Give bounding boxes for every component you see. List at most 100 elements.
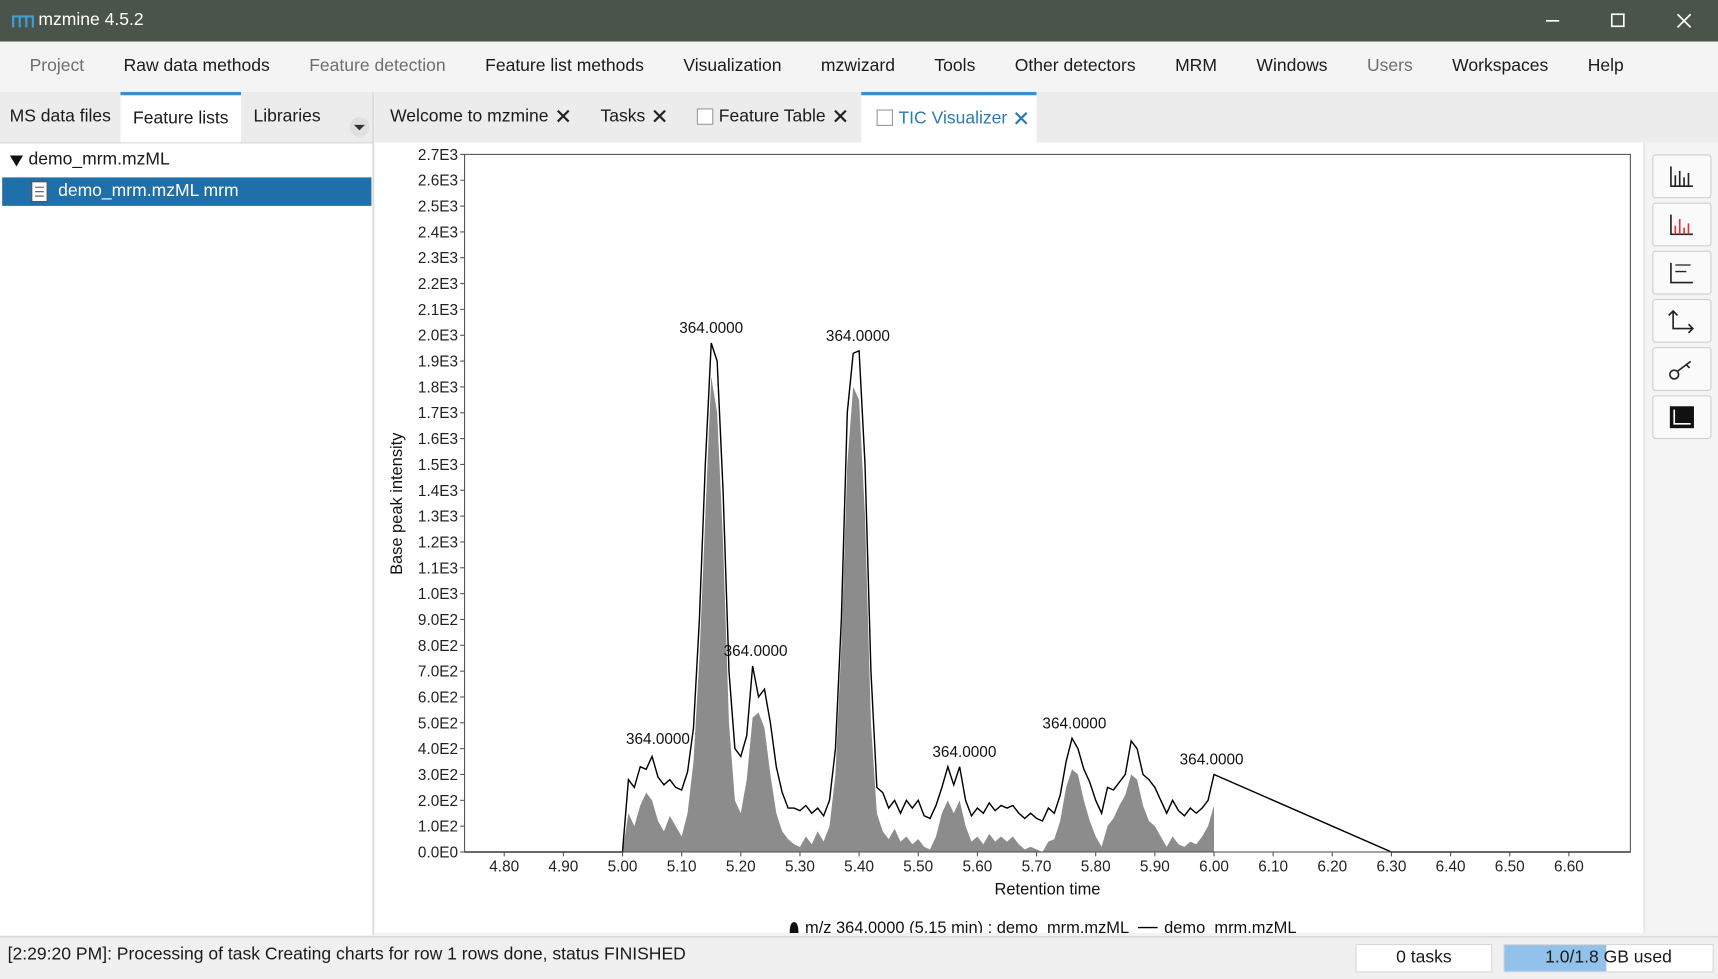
left-tab[interactable]: Libraries [253,107,321,126]
y-tick-label: 1.6E3 [418,431,458,448]
y-tick-label: 1.9E3 [418,354,458,371]
y-tick-label: 2.6E3 [418,173,458,190]
y-tick-label: 2.7E3 [418,147,458,164]
x-axis-label: Retention time [995,881,1101,899]
peak-label: 364.0000 [826,328,890,345]
x-tick-label: 6.10 [1258,859,1288,876]
tic-line [464,342,1631,853]
status-bar: [2:29:20 PM]: Processing of task Creatin… [0,936,1718,979]
chart-toolbar [1643,142,1718,934]
x-tick-label: 5.50 [903,859,933,876]
tab-close[interactable] [653,109,666,123]
toolbar-button[interactable] [1652,154,1712,199]
tree-root[interactable]: demo_mrm.mzML [28,150,170,169]
tab-checkbox[interactable] [696,108,714,125]
y-tick-label: 3.0E2 [418,767,458,784]
tree-expander[interactable] [9,153,24,168]
x-tick-label: 6.60 [1554,859,1584,876]
document-tab[interactable]: Feature Table [682,92,860,142]
tab-dropdown[interactable] [348,116,370,138]
y-tick-label: 1.8E3 [418,379,458,396]
x-tick-label: 5.00 [608,859,638,876]
x-tick-label: 6.00 [1199,859,1229,876]
memory-text: 1.0/1.8 GB used [1545,948,1672,967]
tab-close[interactable] [1015,112,1028,125]
menu-item[interactable]: Users [1366,56,1413,76]
window-controls[interactable] [1534,0,1718,42]
menu-item[interactable]: Workspaces [1452,56,1549,76]
tree-selected-row[interactable]: demo_mrm.mzML mrm [2,177,372,206]
left-tab[interactable]: Feature lists [120,91,242,143]
toolbar-button[interactable] [1652,298,1712,343]
menu-item[interactable]: mzwizard [820,56,895,76]
x-tick-label: 5.30 [785,859,815,876]
legend-label: demo_mrm.mzML [1164,919,1296,933]
y-tick-label: 1.7E3 [418,405,458,422]
y-tick-label: 1.0E2 [418,819,458,836]
y-tick-label: 2.1E3 [418,302,458,319]
menu-item[interactable]: Visualization [683,56,782,76]
menu-item[interactable]: Tools [934,56,976,76]
x-tick-label: 4.90 [548,859,578,876]
title-bar: mzmine 4.5.2 [0,0,1718,42]
x-tick-label: 4.80 [489,859,519,876]
x-tick-label: 6.20 [1317,859,1347,876]
task-count[interactable]: 0 tasks [1355,943,1493,973]
menu-item[interactable]: MRM [1175,56,1217,76]
toolbar-button[interactable] [1652,347,1712,391]
memory-bar [1504,945,1607,972]
y-tick-label: 5.0E2 [418,715,458,732]
y-tick-label: 6.0E2 [418,689,458,706]
left-tab[interactable]: MS data files [9,107,111,126]
menu-item[interactable]: Windows [1256,56,1328,76]
window-title: mzmine 4.5.2 [38,10,144,30]
peak-label: 364.0000 [1180,752,1244,769]
menu-item[interactable]: Feature list methods [485,56,644,76]
legend-symbol [789,922,799,934]
y-tick-label: 1.3E3 [418,509,458,526]
x-tick-label: 6.40 [1436,859,1466,876]
toolbar-button[interactable] [1652,395,1712,440]
menu-item[interactable]: Feature detection [309,56,446,76]
x-tick-label: 6.30 [1377,859,1407,876]
y-tick-label: 0.0E0 [418,844,458,861]
toolbar-button[interactable] [1652,202,1712,247]
document-tab[interactable]: Tasks [585,92,681,142]
x-tick-label: 5.90 [1140,859,1170,876]
y-tick-label: 1.0E3 [418,586,458,603]
document-tab[interactable]: Welcome to mzmine [375,92,583,142]
tab-checkbox[interactable] [876,109,893,126]
menu-item[interactable]: Raw data methods [123,56,270,76]
chart-panel: 0.0E0 1.0E2 2.0E2 3.0E2 4.0E2 5.0E2 6.0E2 7.0E2… [374,142,1644,937]
tab-label: Tasks [600,107,646,126]
peak-label: 364.0000 [724,643,788,660]
memory-indicator[interactable]: 1.0/1.8 GB used [1503,943,1714,973]
y-tick-label: 9.0E2 [418,612,458,629]
plot-frame [464,153,1631,853]
document-tab-bar: Welcome to mzmine Tasks Feature Table TIC V… [374,91,1718,143]
toolbar-button[interactable] [1652,250,1712,295]
document-tab[interactable]: TIC Visualizer [861,91,1037,143]
menu-bar: Project Raw data methods Feature detection… [0,41,1718,92]
y-tick-label: 1.5E3 [418,457,458,474]
menu-item[interactable]: Other detectors [1014,56,1136,76]
left-tab-bar: MS data files Feature lists Libraries [0,91,373,144]
x-tick-label: 5.60 [962,859,992,876]
status-message: [2:29:20 PM]: Processing of task Creatin… [7,945,686,964]
y-tick-label: 2.0E3 [418,328,458,345]
tab-close[interactable] [556,109,570,123]
y-tick-label: 2.2E3 [418,276,458,293]
peak-label: 364.0000 [679,320,743,337]
menu-item[interactable]: Project [29,56,85,76]
x-tick-label: 5.80 [1081,859,1111,876]
y-tick-label: 1.4E3 [418,483,458,500]
feature-area [622,376,1214,852]
x-tick-label: 5.70 [1022,859,1052,876]
menu-item[interactable]: Help [1587,56,1624,76]
y-tick-label: 7.0E2 [418,664,458,681]
tab-close[interactable] [833,109,847,123]
y-axis-label: Base peak intensity [388,432,406,575]
y-tick-label: 4.0E2 [418,741,458,758]
